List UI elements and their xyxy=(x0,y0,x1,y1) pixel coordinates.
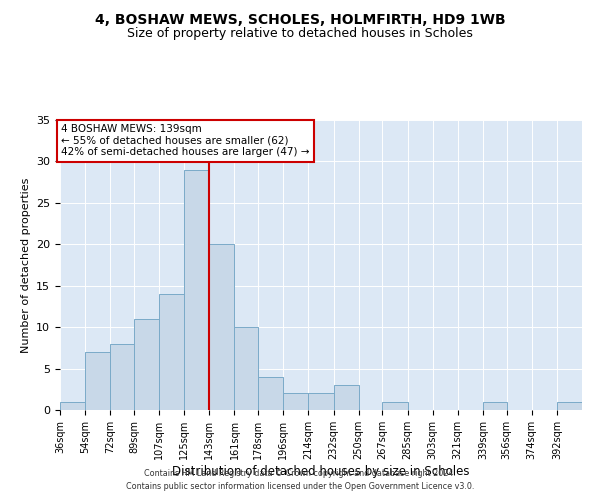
Bar xyxy=(159,294,184,410)
Y-axis label: Number of detached properties: Number of detached properties xyxy=(20,178,31,352)
Text: Size of property relative to detached houses in Scholes: Size of property relative to detached ho… xyxy=(127,28,473,40)
Bar xyxy=(85,352,110,410)
Bar xyxy=(134,319,159,410)
Text: 4 BOSHAW MEWS: 139sqm
← 55% of detached houses are smaller (62)
42% of semi-deta: 4 BOSHAW MEWS: 139sqm ← 55% of detached … xyxy=(61,124,310,158)
Bar xyxy=(557,402,582,410)
Bar xyxy=(60,402,85,410)
Bar xyxy=(235,327,258,410)
Bar xyxy=(209,244,235,410)
Bar xyxy=(382,402,407,410)
Bar xyxy=(308,394,334,410)
Text: Contains public sector information licensed under the Open Government Licence v3: Contains public sector information licen… xyxy=(126,482,474,491)
Bar xyxy=(283,394,308,410)
Bar xyxy=(184,170,209,410)
Bar xyxy=(258,377,283,410)
Text: Contains HM Land Registry data © Crown copyright and database right 2024.: Contains HM Land Registry data © Crown c… xyxy=(144,468,456,477)
Bar xyxy=(483,402,506,410)
Text: 4, BOSHAW MEWS, SCHOLES, HOLMFIRTH, HD9 1WB: 4, BOSHAW MEWS, SCHOLES, HOLMFIRTH, HD9 … xyxy=(95,12,505,26)
Bar xyxy=(110,344,134,410)
X-axis label: Distribution of detached houses by size in Scholes: Distribution of detached houses by size … xyxy=(172,464,470,477)
Bar xyxy=(334,385,359,410)
